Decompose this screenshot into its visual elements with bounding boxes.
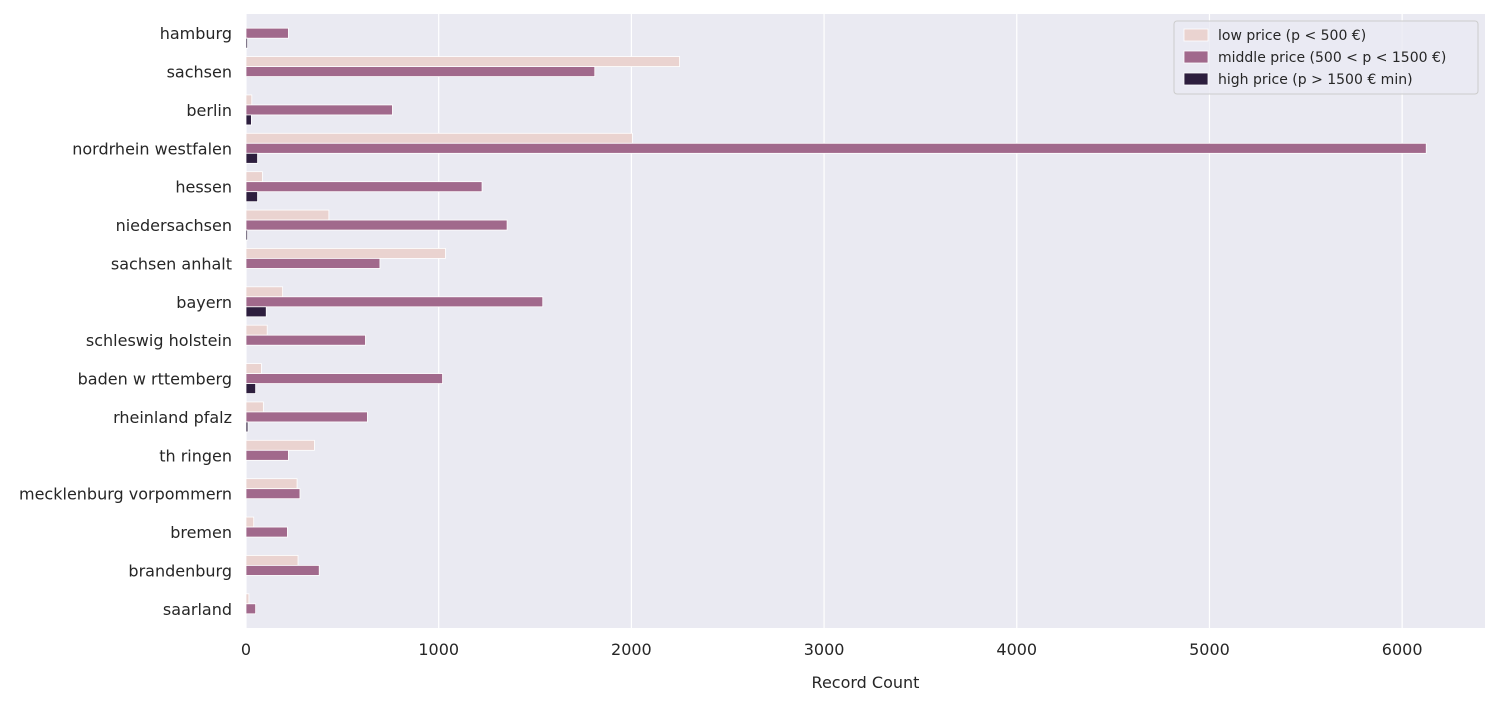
bar [245, 56, 680, 67]
bar [245, 142, 1427, 154]
y-tick-label: sachsen anhalt [111, 254, 232, 273]
legend-label: high price (p > 1500 € min) [1218, 72, 1413, 88]
bar [245, 191, 258, 203]
bar [245, 439, 315, 451]
bar [245, 181, 483, 193]
grid-lines [245, 14, 1403, 628]
y-tick-label: bremen [170, 523, 232, 542]
y-tick-label: hamburg [160, 24, 232, 43]
bar [245, 219, 508, 231]
bar [245, 478, 298, 490]
bar [245, 296, 544, 308]
bar [245, 248, 446, 259]
y-tick-label: rheinland pfalz [113, 408, 232, 427]
y-tick-label: bayern [176, 293, 232, 312]
bar [245, 171, 263, 183]
bar [245, 94, 253, 106]
y-tick-label: th ringen [159, 446, 232, 465]
bar [245, 516, 255, 528]
y-tick-label: hessen [175, 178, 232, 197]
bar [245, 306, 267, 318]
bars [245, 27, 1427, 615]
bar [245, 421, 249, 433]
x-tick-label: 6000 [1382, 640, 1423, 659]
legend: low price (p < 500 €) middle price (500 <… [1173, 20, 1479, 95]
y-tick-labels: hamburg sachsen berlin nordrhein westfalen h… [19, 24, 232, 619]
legend-box [1173, 20, 1479, 95]
bar [245, 363, 262, 374]
x-tick-label: 4000 [996, 640, 1037, 659]
legend-swatch [1183, 72, 1209, 86]
bar [245, 104, 393, 116]
bar [245, 286, 284, 298]
bar [245, 114, 252, 126]
legend-label: middle price (500 < p < 1500 €) [1218, 50, 1446, 66]
legend-swatch [1183, 28, 1209, 42]
y-tick-label: brandenburg [128, 561, 232, 580]
y-tick-label: mecklenburg vorpommern [19, 485, 232, 504]
bar [245, 603, 257, 615]
x-tick-labels: 0 1000 2000 3000 4000 5000 6000 [241, 640, 1423, 659]
bar [245, 449, 289, 461]
bar [245, 209, 330, 221]
bar [245, 66, 596, 77]
bar [245, 593, 250, 605]
bar [245, 411, 368, 423]
y-tick-label: baden w rttemberg [78, 370, 232, 389]
x-tick-label: 2000 [611, 640, 652, 659]
legend-label: low price (p < 500 €) [1218, 28, 1366, 44]
bar [245, 229, 248, 241]
y-tick-label: sachsen [167, 63, 232, 82]
bar [245, 383, 257, 394]
x-axis-label: Record Count [812, 673, 920, 692]
bar [245, 373, 443, 384]
y-tick-label: saarland [163, 600, 232, 619]
x-tick-label: 0 [241, 640, 251, 659]
bar [245, 555, 299, 566]
bar [245, 401, 264, 413]
y-tick-label: schleswig holstein [86, 331, 232, 350]
bar [245, 258, 381, 269]
y-tick-label: berlin [186, 101, 232, 120]
bar [245, 526, 288, 538]
bar [245, 37, 248, 49]
bar [245, 27, 289, 39]
bar [245, 565, 320, 576]
y-tick-label: niedersachsen [116, 216, 232, 235]
x-tick-label: 1000 [418, 640, 459, 659]
x-tick-label: 3000 [804, 640, 845, 659]
legend-swatch [1183, 50, 1209, 64]
x-tick-label: 5000 [1189, 640, 1230, 659]
bar [245, 152, 258, 164]
plot-background [246, 14, 1485, 628]
bar [245, 324, 268, 336]
bar [245, 132, 633, 144]
bar [245, 334, 366, 346]
bar [245, 488, 301, 500]
y-tick-label: nordrhein westfalen [72, 139, 232, 158]
